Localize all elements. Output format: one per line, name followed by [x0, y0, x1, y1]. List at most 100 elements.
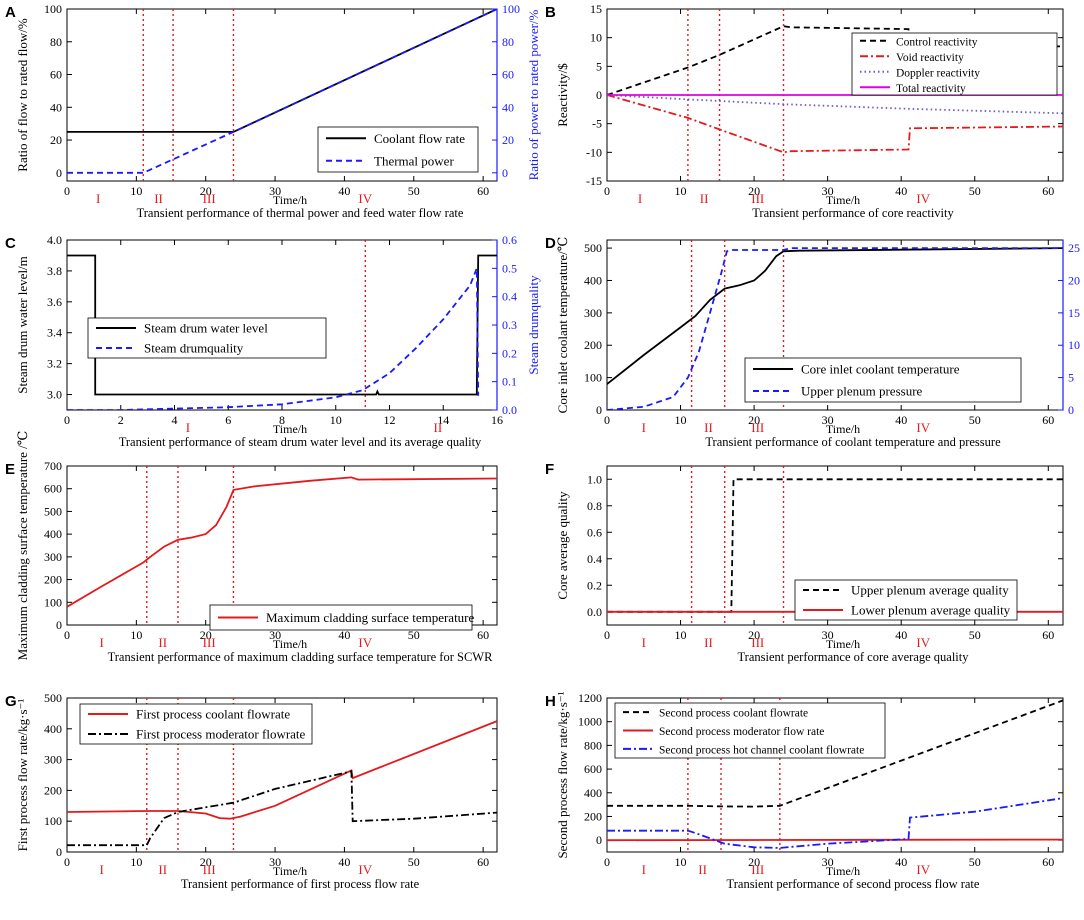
- x-tick-label: 50: [408, 184, 420, 198]
- x-axis-label: Time/h: [826, 864, 860, 878]
- x-tick-label: 20: [200, 855, 212, 869]
- y-tick-label: 15: [590, 2, 602, 16]
- y-axis-label: Core average quality: [555, 491, 570, 600]
- x-tick-label: 10: [675, 628, 687, 642]
- y-tick-label: 0.6: [587, 525, 602, 539]
- phase-label: IV: [358, 191, 372, 206]
- phase-label: IV: [916, 191, 930, 206]
- x-tick-label: 2: [118, 413, 124, 427]
- legend-label: Steam drumquality: [144, 341, 244, 356]
- y-right-tick-label: 15: [1068, 306, 1080, 320]
- phase-label: I: [642, 635, 646, 650]
- legend-label: First process moderator flowrate: [136, 727, 306, 742]
- x-tick-label: 60: [477, 628, 489, 642]
- x-tick-label: 60: [477, 855, 489, 869]
- x-tick-label: 16: [491, 413, 503, 427]
- y-right-tick-label: 0.6: [502, 233, 517, 247]
- x-tick-label: 20: [748, 413, 760, 427]
- x-tick-label: 0: [64, 413, 70, 427]
- panel-caption: Transient performance of first process f…: [181, 877, 420, 891]
- x-tick-label: 0: [64, 628, 70, 642]
- panel-caption: Transient performance of steam drum wate…: [119, 435, 482, 449]
- x-tick-label: 50: [408, 855, 420, 869]
- y-right-tick-label: 0: [1068, 403, 1074, 417]
- y-right-axis-label: Steam drumquality: [526, 275, 541, 375]
- phase-label: I: [96, 191, 100, 206]
- y-tick-label: 100: [44, 595, 62, 609]
- y-tick-label: 700: [44, 459, 62, 473]
- panel-a: 0 10 20 30 40 50 60 0 20 40 60 80 100 0 20 40 60 80 100 Rat…: [5, 2, 541, 220]
- y-tick-label: 500: [584, 241, 602, 255]
- x-tick-label: 30: [822, 855, 834, 869]
- y-axis-label: First process flow rate/kg·s⁻¹: [15, 699, 30, 852]
- y-tick-label: 0.2: [587, 578, 602, 592]
- plot-frame: [606, 465, 1064, 626]
- y-right-tick-label: 80: [502, 35, 514, 49]
- x-axis-label: Time/h: [826, 193, 860, 207]
- x-tick-label: 14: [437, 413, 449, 427]
- x-tick-label: 50: [969, 413, 981, 427]
- legend-label: Thermal power: [374, 153, 454, 168]
- legend: Second process coolant flowrate Second pr…: [614, 702, 886, 759]
- x-tick-label: 50: [969, 628, 981, 642]
- x-tick-label: 30: [822, 184, 834, 198]
- y-right-axis-label: Ratio of power to rated power/%: [526, 9, 541, 180]
- y-right-tick-label: 0.3: [502, 318, 517, 332]
- panel-caption: Transient performance of core reactivity: [752, 206, 954, 220]
- x-tick-label: 12: [384, 413, 396, 427]
- x-axis-label: Time/h: [826, 422, 860, 436]
- y-right-tick-label: 0.5: [502, 261, 517, 275]
- y-tick-label: 400: [44, 722, 62, 736]
- y-tick-label: -5: [592, 117, 602, 131]
- series-line: [607, 94, 1063, 115]
- y-tick-label: 3.6: [47, 295, 62, 309]
- panel-letter: A: [5, 4, 16, 21]
- phase-label: II: [704, 635, 713, 650]
- series-line: [67, 770, 497, 847]
- x-tick-label: 4: [172, 413, 178, 427]
- y-axis-label: Steam drum water level/m: [15, 256, 30, 394]
- phase-label: II: [434, 420, 443, 435]
- legend-label: Steam drum water level: [144, 321, 268, 336]
- y-tick-label: 10: [590, 31, 602, 45]
- legend-label: Second process hot channel coolant flowr…: [659, 744, 864, 756]
- y-tick-label: 100: [44, 814, 62, 828]
- legend-label: Void reactivity: [896, 52, 964, 64]
- panel-d: 010203040506001002003004005000510152025P…: [545, 235, 1080, 449]
- y-tick-label: 3.4: [47, 326, 62, 340]
- series-line: [607, 247, 1063, 385]
- x-tick-label: 50: [969, 855, 981, 869]
- y-tick-label: 300: [44, 753, 62, 767]
- panel-caption: Transient performance of thermal power a…: [137, 206, 464, 220]
- y-tick-label: -10: [586, 145, 602, 159]
- phase-label: III: [751, 420, 764, 435]
- x-tick-label: 20: [748, 628, 760, 642]
- legend-label: Second process moderator flow rate: [659, 726, 824, 738]
- y-tick-label: 500: [44, 691, 62, 705]
- x-tick-label: 30: [269, 855, 281, 869]
- x-tick-label: 0: [604, 413, 610, 427]
- plot-frame: [66, 465, 498, 626]
- y-tick-label: 0.4: [587, 552, 602, 566]
- x-tick-label: 50: [969, 184, 981, 198]
- y-axis-label: Reactivity/$: [555, 63, 570, 127]
- legend: Upper plenum average quality Lower plenum…: [794, 579, 1018, 621]
- phase-label: III: [203, 191, 216, 206]
- series-line: [607, 94, 1063, 154]
- x-tick-label: 40: [895, 855, 907, 869]
- x-tick-label: 60: [477, 184, 489, 198]
- x-tick-label: 30: [822, 628, 834, 642]
- series-line: [607, 699, 1063, 808]
- phase-label: III: [751, 862, 764, 877]
- series-line: [67, 9, 497, 133]
- y-tick-label: 5: [596, 59, 602, 73]
- x-tick-label: 20: [200, 628, 212, 642]
- y-tick-label: 400: [584, 273, 602, 287]
- x-tick-label: 40: [895, 413, 907, 427]
- legend-label: Core inlet coolant temperature: [801, 362, 960, 377]
- x-tick-label: 20: [200, 184, 212, 198]
- panel-letter: D: [545, 235, 556, 252]
- x-tick-label: 10: [130, 855, 142, 869]
